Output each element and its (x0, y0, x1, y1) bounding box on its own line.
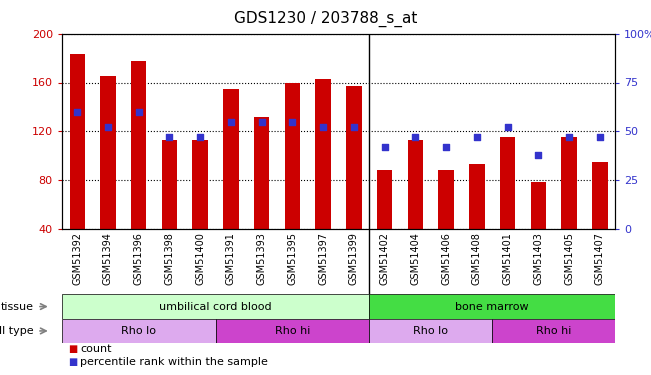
Bar (131, 60, 146, 229)
Text: GSM51406: GSM51406 (441, 232, 451, 285)
Bar (316, 79, 331, 229)
Text: GSM51400: GSM51400 (195, 232, 205, 285)
Point (471, 134, 482, 140)
Bar (70, 54, 85, 229)
Bar (438, 170, 454, 229)
Text: GDS1230 / 203788_s_at: GDS1230 / 203788_s_at (234, 11, 417, 27)
Bar (254, 117, 270, 229)
Text: GSM51403: GSM51403 (533, 232, 544, 285)
Bar (193, 140, 208, 229)
Bar (531, 183, 546, 229)
Point (164, 134, 174, 140)
Bar (346, 86, 361, 229)
Text: GSM51397: GSM51397 (318, 232, 328, 285)
Text: GSM51408: GSM51408 (472, 232, 482, 285)
Point (195, 134, 205, 140)
Text: umbilical cord blood: umbilical cord blood (159, 302, 272, 312)
Bar (62, 294, 369, 319)
Point (256, 118, 267, 124)
Point (441, 144, 451, 150)
Text: GSM51396: GSM51396 (133, 232, 144, 285)
Text: Rho hi: Rho hi (536, 326, 572, 336)
Text: GSM51407: GSM51407 (595, 232, 605, 285)
Text: GSM51402: GSM51402 (380, 232, 390, 285)
Bar (100, 76, 116, 229)
Bar (408, 140, 423, 229)
Text: GSM51405: GSM51405 (564, 232, 574, 285)
Bar (223, 88, 239, 229)
Bar (469, 164, 484, 229)
Text: GSM51393: GSM51393 (256, 232, 267, 285)
Point (380, 144, 390, 150)
Text: GSM51401: GSM51401 (503, 232, 512, 285)
Text: Rho hi: Rho hi (275, 326, 310, 336)
Bar (161, 140, 177, 229)
Text: bone marrow: bone marrow (456, 302, 529, 312)
Point (287, 118, 298, 124)
Text: ■: ■ (68, 344, 77, 354)
Bar (369, 319, 492, 343)
Bar (492, 319, 615, 343)
Text: GSM51395: GSM51395 (287, 232, 298, 285)
Bar (561, 137, 577, 229)
Bar (62, 319, 215, 343)
Text: count: count (80, 344, 111, 354)
Text: Rho lo: Rho lo (121, 326, 156, 336)
Bar (377, 170, 393, 229)
Point (318, 124, 328, 130)
Bar (592, 162, 607, 229)
Text: ■: ■ (68, 357, 77, 367)
Point (564, 134, 574, 140)
Point (533, 152, 544, 157)
Point (594, 134, 605, 140)
Bar (369, 294, 615, 319)
Point (103, 124, 113, 130)
Text: GSM51398: GSM51398 (165, 232, 174, 285)
Text: GSM51394: GSM51394 (103, 232, 113, 285)
Point (133, 109, 144, 115)
Text: GSM51399: GSM51399 (349, 232, 359, 285)
Text: Rho lo: Rho lo (413, 326, 449, 336)
Point (72, 109, 83, 115)
Point (226, 118, 236, 124)
Point (503, 124, 513, 130)
Point (410, 134, 421, 140)
Text: GSM51391: GSM51391 (226, 232, 236, 285)
Bar (500, 137, 516, 229)
Text: GSM51404: GSM51404 (410, 232, 421, 285)
Bar (215, 319, 369, 343)
Bar (284, 82, 300, 229)
Text: percentile rank within the sample: percentile rank within the sample (80, 357, 268, 367)
Point (349, 124, 359, 130)
Text: cell type: cell type (0, 326, 34, 336)
Text: GSM51392: GSM51392 (72, 232, 82, 285)
Text: tissue: tissue (1, 302, 34, 312)
